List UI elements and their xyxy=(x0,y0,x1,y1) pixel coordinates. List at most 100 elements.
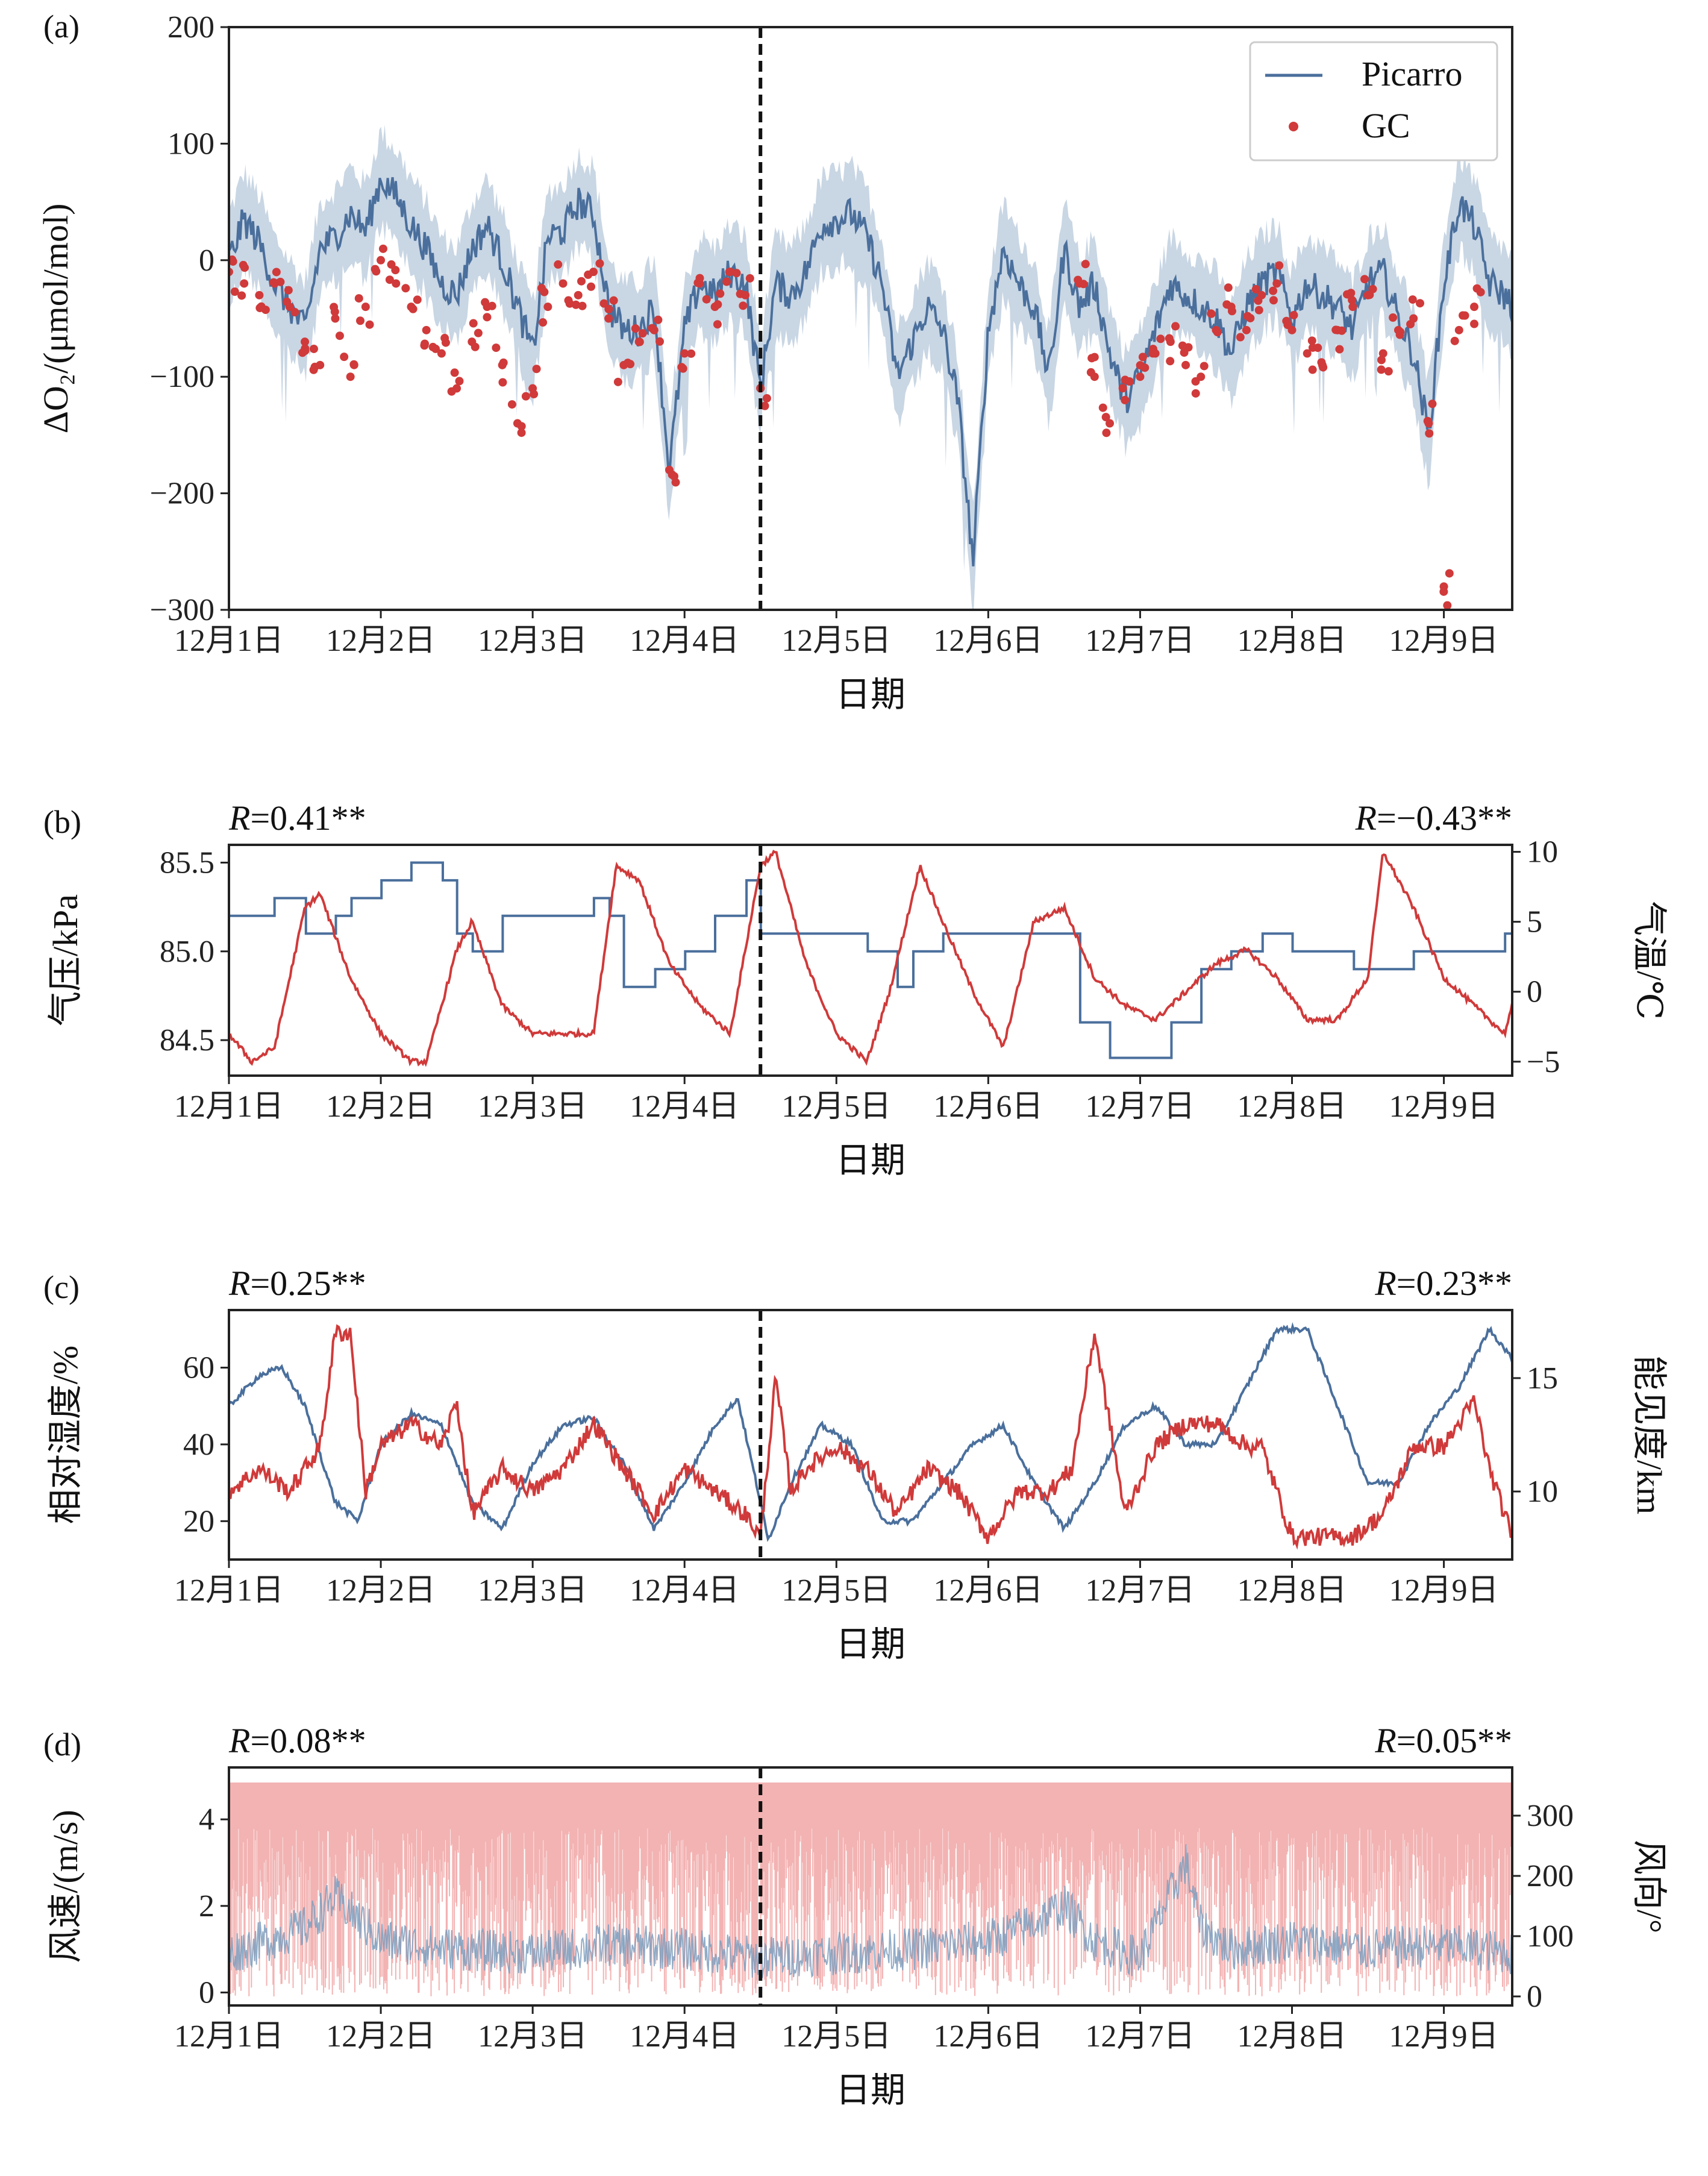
plot-area xyxy=(229,1322,1512,1550)
gc-point xyxy=(450,368,459,377)
gc-point xyxy=(1191,389,1200,398)
xtick-label: 12月4日 xyxy=(630,2019,739,2054)
gc-point xyxy=(1171,322,1180,331)
gc-point xyxy=(1408,295,1417,304)
gc-point xyxy=(378,244,387,253)
plot-frame xyxy=(228,1309,1513,1561)
panel-label: (c) xyxy=(43,1269,80,1305)
gc-point xyxy=(229,257,237,266)
gc-point xyxy=(1450,336,1459,345)
gc-point xyxy=(680,349,689,358)
ytick-left-label: 20 xyxy=(183,1504,214,1538)
gc-point xyxy=(1254,296,1263,305)
y-axis-label-right: 能见度/km xyxy=(1630,1355,1669,1514)
gc-point xyxy=(1343,290,1352,299)
gc-point xyxy=(1166,357,1175,366)
gc-point xyxy=(1313,343,1322,353)
plot-frame xyxy=(228,844,1513,1077)
plot-frame xyxy=(228,1766,1513,2007)
x-axis-label: 日期 xyxy=(836,1141,906,1180)
gc-point xyxy=(584,270,593,279)
r-value: =0.23** xyxy=(1397,1264,1512,1303)
gc-point xyxy=(310,362,319,371)
gc-point xyxy=(1181,360,1190,369)
plot-area xyxy=(229,1783,1512,1996)
gc-point xyxy=(1118,384,1127,393)
gc-point xyxy=(1469,303,1478,312)
gc-point xyxy=(1224,283,1233,292)
gc-point xyxy=(237,291,246,300)
ytick-right-label: 15 xyxy=(1527,1361,1558,1396)
gc-point xyxy=(1136,361,1145,370)
gc-point xyxy=(413,295,422,304)
gc-point xyxy=(437,349,446,358)
gc-point xyxy=(539,318,548,327)
gc-point xyxy=(1136,372,1145,381)
gc-point xyxy=(346,372,355,381)
gc-point xyxy=(1377,365,1386,374)
gc-point xyxy=(1303,349,1312,358)
gc-point xyxy=(624,359,633,368)
panel-label: (b) xyxy=(43,804,81,840)
ytick-right-label: 10 xyxy=(1527,835,1558,870)
gc-point xyxy=(762,393,771,403)
r-symbol: R xyxy=(228,798,250,838)
gc-point xyxy=(471,342,480,351)
gc-point xyxy=(1307,336,1316,345)
ytick-left-label: 60 xyxy=(183,1351,214,1385)
y-axis-label-left: 气压/kPa xyxy=(46,894,85,1026)
xtick-label: 12月1日 xyxy=(174,1573,284,1608)
gc-point xyxy=(1086,368,1095,377)
xtick-label: 12月8日 xyxy=(1237,2019,1347,2054)
gc-point xyxy=(1425,429,1434,438)
xtick-label: 12月3日 xyxy=(478,624,587,658)
plot-frame xyxy=(228,26,1513,611)
gc-point xyxy=(1272,279,1281,288)
ytick-left-label: 4 xyxy=(199,1802,214,1837)
correlation-right: R=0.05** xyxy=(1374,1721,1512,1760)
gc-point xyxy=(354,294,363,303)
gc-point xyxy=(240,279,249,288)
gc-point xyxy=(1125,377,1134,386)
xtick-label: 12月5日 xyxy=(781,1573,891,1608)
r-symbol: R xyxy=(1355,798,1377,838)
gc-point xyxy=(554,260,563,269)
gc-point xyxy=(1360,275,1369,284)
ytick-left-label: 2 xyxy=(199,1889,214,1924)
gc-point xyxy=(1081,260,1090,269)
gc-point xyxy=(1423,416,1432,425)
gc-point xyxy=(1415,299,1424,308)
gc-point xyxy=(455,377,464,386)
gc-point xyxy=(631,324,640,333)
xtick-label: 12月9日 xyxy=(1389,1090,1499,1124)
gc-point xyxy=(595,259,604,268)
gc-point xyxy=(571,300,580,309)
ytick-left-label: −300 xyxy=(150,593,214,627)
gc-point xyxy=(745,274,754,283)
gc-point xyxy=(1348,303,1357,312)
series-picarro-line xyxy=(229,177,1512,566)
gc-point xyxy=(1242,325,1251,334)
xtick-label: 12月8日 xyxy=(1237,1090,1347,1124)
ytick-left-label: 0 xyxy=(199,243,214,278)
gc-point xyxy=(1445,569,1454,578)
xtick-label: 12月8日 xyxy=(1237,624,1347,658)
xtick-label: 12月7日 xyxy=(1085,2019,1195,2054)
gc-point xyxy=(1319,363,1328,372)
gc-point xyxy=(1269,296,1278,305)
gc-point xyxy=(732,269,741,278)
gc-point xyxy=(1348,295,1357,304)
gc-point xyxy=(1236,333,1245,342)
xtick-label: 12月1日 xyxy=(174,624,284,658)
gc-point xyxy=(365,320,374,329)
gc-point xyxy=(725,268,734,277)
gc-point xyxy=(330,303,339,312)
gc-point xyxy=(702,295,711,304)
gc-point xyxy=(492,343,501,353)
gc-point xyxy=(638,329,647,338)
gc-point xyxy=(431,344,440,353)
gc-point xyxy=(716,289,725,298)
gc-point xyxy=(1178,341,1187,350)
gc-point xyxy=(1378,349,1387,358)
